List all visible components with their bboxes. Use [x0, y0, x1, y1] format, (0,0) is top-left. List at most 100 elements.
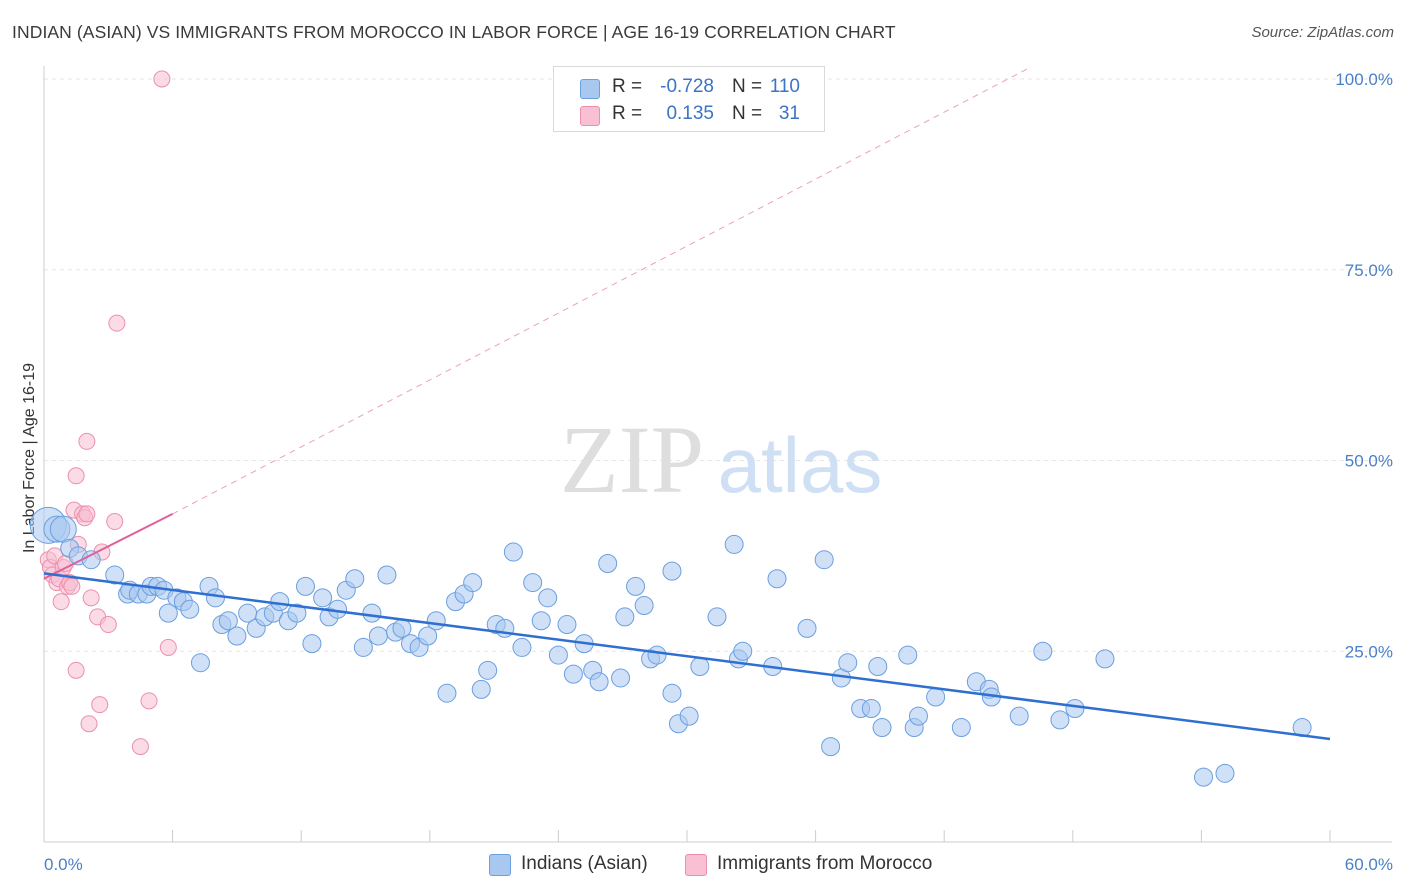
legend-r-label: R =: [612, 76, 643, 97]
point-indians-asian: [733, 641, 753, 661]
point-indians-asian: [563, 664, 583, 684]
legend-r-value: -0.728: [660, 76, 714, 97]
point-morocco: [106, 513, 124, 531]
point-indians-asian: [471, 679, 491, 699]
point-indians-asian: [1033, 641, 1053, 661]
point-indians-asian: [662, 683, 682, 703]
legend-swatch-indians: [580, 79, 600, 99]
watermark-zip: ZIP: [560, 406, 704, 513]
watermark-atlas: atlas: [718, 421, 883, 509]
point-indians-asian: [626, 576, 646, 596]
point-indians-asian: [767, 569, 787, 589]
x-tick-label-max: 60.0%: [1345, 855, 1393, 874]
point-indians-asian: [81, 550, 101, 570]
legend-row-indians: R = -0.728 N = 110: [554, 74, 824, 102]
trend-line-morocco: [43, 513, 174, 580]
point-indians-asian: [821, 737, 841, 757]
point-indians-asian: [861, 698, 881, 718]
point-morocco: [108, 314, 126, 332]
point-indians-asian: [797, 618, 817, 638]
point-indians-asian: [49, 515, 77, 543]
point-indians-asian: [690, 657, 710, 677]
series-morocco: [39, 70, 177, 756]
point-indians-asian: [218, 611, 238, 631]
point-indians-asian: [302, 634, 322, 654]
point-indians-asian: [190, 653, 210, 673]
point-indians-asian: [478, 660, 498, 680]
point-indians-asian: [707, 607, 727, 627]
legend-r-label: R =: [612, 103, 643, 124]
y-tick-label: 50.0%: [1345, 452, 1393, 471]
point-indians-asian: [838, 653, 858, 673]
point-indians-asian: [270, 592, 290, 612]
point-indians-asian: [503, 542, 523, 562]
point-indians-asian: [523, 573, 543, 593]
point-morocco: [52, 593, 70, 611]
point-indians-asian: [437, 683, 457, 703]
point-indians-asian: [557, 615, 577, 635]
point-indians-asian: [868, 657, 888, 677]
point-indians-asian: [679, 706, 699, 726]
trend-extension-morocco: [172, 67, 1031, 515]
legend-swatch-morocco: [685, 854, 707, 876]
legend-n-label: N =: [732, 76, 763, 97]
legend-r-value: 0.135: [666, 103, 714, 124]
series-indians-asian: [29, 506, 1312, 787]
point-morocco: [63, 577, 81, 595]
y-tick-label: 75.0%: [1345, 261, 1393, 280]
y-tick-labels: 25.0% 50.0% 75.0% 100.0%: [1335, 70, 1393, 661]
point-indians-asian: [647, 645, 667, 665]
legend-n-value: 110: [769, 76, 800, 97]
point-morocco: [78, 505, 96, 523]
y-tick-label: 100.0%: [1335, 70, 1393, 89]
point-indians-asian: [313, 588, 333, 608]
x-tick-label-min: 0.0%: [44, 855, 83, 874]
point-morocco: [80, 715, 98, 733]
point-morocco: [153, 70, 171, 88]
legend-label-indians: Indians (Asian): [521, 853, 648, 874]
point-indians-asian: [598, 554, 618, 574]
point-indians-asian: [1009, 706, 1029, 726]
point-indians-asian: [1194, 767, 1214, 787]
point-morocco: [67, 467, 85, 485]
point-indians-asian: [295, 576, 315, 596]
point-indians-asian: [362, 603, 382, 623]
watermark: ZIP atlas: [560, 406, 882, 513]
point-indians-asian: [512, 637, 532, 657]
point-morocco: [140, 692, 158, 710]
legend-row-morocco: R = 0.135 N = 31: [554, 101, 824, 129]
y-tick-label: 25.0%: [1345, 642, 1393, 661]
trend-line-indians-asian: [43, 572, 1331, 741]
gridlines: [44, 78, 1392, 652]
y-axis-title: In Labor Force | Age 16-19: [21, 363, 38, 553]
point-indians-asian: [548, 645, 568, 665]
chart-title: INDIAN (ASIAN) VS IMMIGRANTS FROM MOROCC…: [12, 22, 896, 42]
point-indians-asian: [589, 672, 609, 692]
point-indians-asian: [908, 706, 928, 726]
point-indians-asian: [353, 637, 373, 657]
point-indians-asian: [1215, 763, 1235, 783]
legend-swatch-morocco: [580, 106, 600, 126]
point-morocco: [159, 638, 177, 656]
trend-lines: [43, 67, 1331, 741]
point-morocco: [67, 661, 85, 679]
point-indians-asian: [227, 626, 247, 646]
point-morocco: [99, 616, 117, 634]
point-morocco: [82, 589, 100, 607]
point-indians-asian: [287, 603, 307, 623]
point-indians-asian: [1050, 710, 1070, 730]
point-indians-asian: [158, 603, 178, 623]
axes: [43, 66, 1392, 843]
point-indians-asian: [951, 718, 971, 738]
point-morocco: [131, 738, 149, 756]
point-indians-asian: [814, 550, 834, 570]
point-indians-asian: [426, 611, 446, 631]
legend-n-value: 31: [778, 103, 800, 124]
point-indians-asian: [205, 588, 225, 608]
legend-swatch-indians: [489, 854, 511, 876]
point-morocco: [78, 432, 96, 450]
point-indians-asian: [634, 595, 654, 615]
series-legend: Indians (Asian) Immigrants from Morocco: [0, 852, 1406, 878]
point-indians-asian: [898, 645, 918, 665]
